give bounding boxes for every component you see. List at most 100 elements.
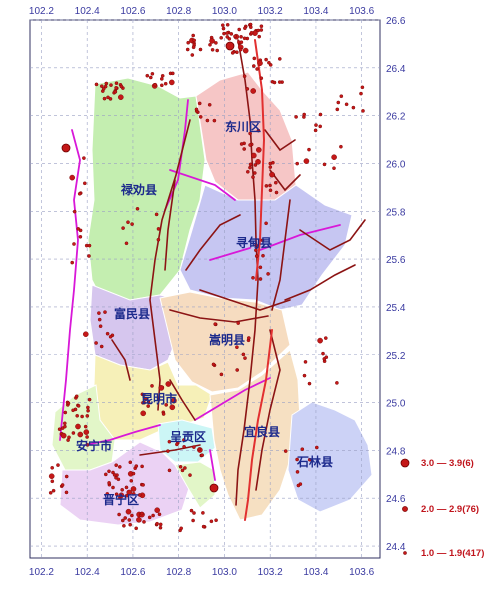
earthquake-point bbox=[141, 393, 146, 397]
earthquake-point bbox=[243, 356, 247, 360]
earthquake-point bbox=[85, 435, 89, 439]
earthquake-point bbox=[183, 466, 187, 470]
earthquake-point bbox=[130, 222, 134, 226]
earthquake-point bbox=[242, 47, 249, 54]
earthquake-point bbox=[134, 526, 138, 531]
earthquake-point bbox=[75, 423, 81, 430]
earthquake-point bbox=[131, 491, 136, 496]
earthquake-point-large bbox=[225, 41, 235, 51]
earthquake-point bbox=[145, 73, 150, 78]
earthquake-point bbox=[128, 522, 132, 527]
earthquake-point bbox=[295, 457, 299, 462]
earthquake-point bbox=[264, 221, 268, 226]
fault-line bbox=[169, 309, 269, 323]
earthquake-point bbox=[140, 464, 144, 469]
earthquake-point bbox=[295, 470, 300, 474]
earthquake-point bbox=[250, 88, 256, 94]
earthquake-point bbox=[122, 524, 126, 528]
earthquake-point bbox=[277, 80, 282, 84]
earthquake-point bbox=[112, 473, 117, 477]
earthquake-point bbox=[207, 103, 212, 107]
earthquake-point bbox=[318, 124, 323, 129]
earthquake-point bbox=[63, 421, 67, 426]
earthquake-point bbox=[267, 60, 271, 65]
earthquake-point bbox=[331, 154, 337, 160]
earthquake-point bbox=[208, 43, 212, 47]
earthquake-point bbox=[212, 118, 217, 123]
earthquake-point bbox=[273, 180, 278, 185]
earthquake-point bbox=[258, 265, 263, 270]
earthquake-point bbox=[108, 334, 113, 339]
earthquake-point bbox=[251, 64, 256, 68]
earthquake-point bbox=[261, 253, 265, 258]
lon-tick-label-top: 103.2 bbox=[258, 6, 283, 17]
earthquake-point bbox=[100, 84, 104, 88]
earthquake-point bbox=[189, 508, 194, 513]
earthquake-point bbox=[251, 275, 255, 280]
magnitude-legend: 3.0 — 3.9(6) 2.0 — 2.9(76) 1.0 — 1.9(417… bbox=[400, 458, 484, 559]
earthquake-point bbox=[77, 191, 82, 196]
lon-tick-label-top: 103.4 bbox=[303, 6, 328, 17]
earthquake-point bbox=[94, 82, 99, 87]
earthquake-point bbox=[140, 511, 144, 516]
earthquake-point bbox=[317, 337, 323, 344]
earthquake-point bbox=[87, 243, 92, 248]
earthquake-point bbox=[150, 384, 154, 388]
earthquake-point bbox=[209, 519, 214, 524]
lat-tick-label: 26.4 bbox=[386, 64, 406, 75]
earthquake-point bbox=[324, 355, 329, 360]
earthquake-point bbox=[233, 34, 237, 39]
earthquake-point bbox=[179, 526, 183, 531]
earthquake-point bbox=[85, 414, 90, 418]
earthquake-point bbox=[246, 336, 251, 340]
lon-tick-label-bottom: 103.6 bbox=[349, 567, 374, 578]
earthquake-point bbox=[136, 517, 142, 523]
earthquake-point bbox=[248, 162, 253, 167]
earthquake-point bbox=[77, 431, 84, 438]
earthquake-point bbox=[141, 400, 145, 405]
earthquake-point bbox=[295, 161, 300, 166]
earthquake-point bbox=[259, 24, 264, 29]
earthquake-point bbox=[318, 112, 323, 117]
earthquake-point bbox=[104, 81, 109, 86]
earthquake-point bbox=[197, 447, 202, 451]
earthquake-point bbox=[235, 345, 239, 350]
fault-line bbox=[199, 289, 291, 311]
earthquake-point bbox=[283, 449, 288, 453]
earthquake-point bbox=[225, 22, 230, 27]
earthquake-point bbox=[63, 410, 68, 415]
fault-line bbox=[254, 39, 266, 281]
earthquake-point bbox=[294, 115, 298, 119]
lat-tick-label: 24.6 bbox=[386, 494, 406, 505]
earthquake-point bbox=[219, 36, 223, 40]
fault-line bbox=[244, 329, 273, 521]
earthquake-point bbox=[171, 397, 177, 404]
earthquake-point bbox=[83, 331, 89, 338]
earthquake-point bbox=[182, 444, 186, 449]
earthquake-point bbox=[120, 487, 124, 492]
earthquake-point bbox=[114, 492, 119, 497]
earthquake-point bbox=[121, 226, 125, 230]
earthquake-point bbox=[121, 518, 125, 523]
earthquake-point bbox=[254, 254, 259, 258]
earthquake-point bbox=[235, 50, 239, 55]
earthquake-point bbox=[104, 472, 108, 477]
earthquake-point bbox=[268, 165, 273, 169]
earthquake-point bbox=[190, 53, 195, 57]
lon-tick-label-bottom: 102.2 bbox=[29, 567, 54, 578]
lat-tick-label: 24.8 bbox=[386, 446, 406, 457]
earthquake-point bbox=[105, 492, 110, 496]
earthquake-point bbox=[211, 362, 216, 367]
earthquake-point bbox=[264, 57, 268, 62]
earthquake-point bbox=[60, 432, 67, 439]
earthquake-point bbox=[154, 212, 159, 217]
earthquake-point bbox=[242, 74, 247, 78]
earthquake-point bbox=[237, 27, 241, 32]
earthquake-point bbox=[264, 184, 269, 188]
earthquake-point bbox=[242, 147, 246, 151]
earthquake-point bbox=[272, 80, 277, 85]
earthquake-point-large bbox=[61, 143, 71, 153]
lat-tick-label: 26.6 bbox=[386, 16, 406, 27]
lon-tick-label-bottom: 103.2 bbox=[258, 567, 283, 578]
